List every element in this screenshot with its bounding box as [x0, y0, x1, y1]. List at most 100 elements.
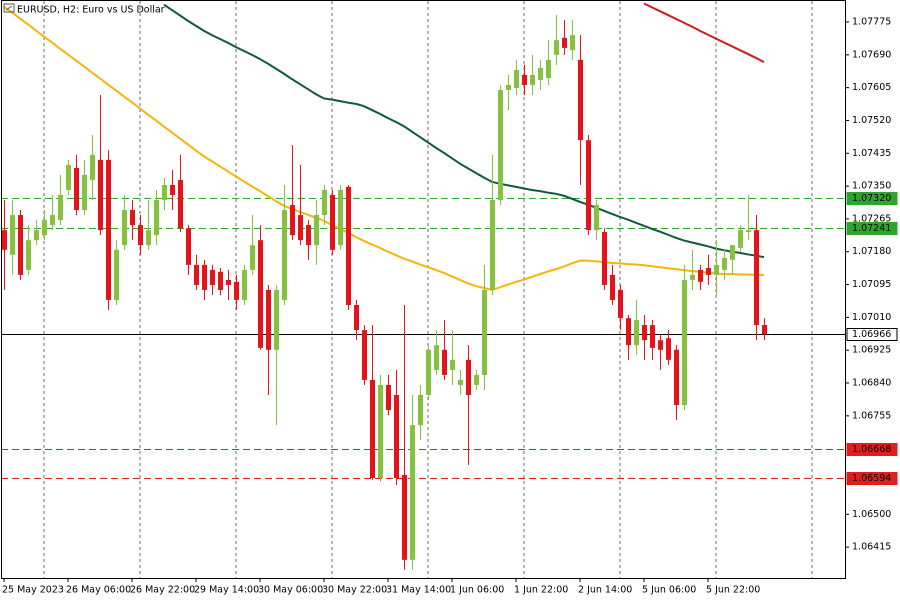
- ma-layer: [3, 2, 765, 292]
- candle-body: [546, 59, 551, 78]
- candle-body: [650, 325, 655, 348]
- candle-body: [2, 230, 7, 250]
- candle-body: [314, 215, 319, 246]
- candle-body: [106, 159, 111, 301]
- candle-body: [130, 210, 135, 226]
- candle-body: [258, 240, 263, 348]
- level-layer: [1, 198, 845, 479]
- candle-body: [682, 279, 687, 406]
- y-tick-label: 1.07690: [852, 49, 891, 60]
- candle-body: [714, 264, 719, 275]
- candle-body: [186, 228, 191, 265]
- candle-body: [242, 269, 247, 301]
- level-tag: [846, 443, 898, 456]
- candle-body: [290, 205, 295, 236]
- candle-body: [10, 215, 15, 255]
- candle-body: [386, 384, 391, 411]
- candle-body: [658, 340, 663, 350]
- y-tick-label: 1.07350: [852, 181, 891, 192]
- candle-body: [554, 40, 559, 55]
- y-tick-label: 1.06925: [852, 345, 891, 356]
- candle-body: [562, 37, 567, 48]
- candle-body: [610, 274, 615, 301]
- candle-body: [618, 289, 623, 319]
- level-tag: [846, 192, 898, 205]
- candle-body: [426, 349, 431, 395]
- x-tick-label: 5 Jun 06:00: [642, 585, 696, 596]
- candle-body: [50, 215, 55, 226]
- candle-body: [210, 269, 215, 285]
- x-tick-label: 1 Jun 06:00: [450, 585, 504, 596]
- candle-body: [298, 215, 303, 241]
- candle-body: [506, 84, 511, 90]
- y-tick-label: 1.07095: [852, 279, 891, 290]
- candle-body: [250, 245, 255, 270]
- candle-body: [74, 167, 79, 211]
- candle-body: [418, 394, 423, 426]
- candle-body: [690, 274, 695, 280]
- x-tick-label: 5 Jun 22:00: [706, 585, 760, 596]
- y-tick-label: 1.07520: [852, 115, 891, 126]
- candle-body: [354, 305, 359, 331]
- candle-body: [738, 230, 743, 248]
- candle-body: [602, 232, 607, 285]
- candle-body: [698, 269, 703, 282]
- candle-body: [626, 318, 631, 346]
- candle-body: [410, 425, 415, 560]
- y-tick-label: 1.06755: [852, 410, 891, 421]
- level-tag-label: 1.06966: [852, 329, 891, 340]
- x-tick-label: 26 May 22:00: [130, 585, 195, 596]
- candle-body: [434, 345, 439, 370]
- plot-frame: [1, 0, 846, 579]
- candle-body: [522, 74, 527, 85]
- candle-body: [394, 394, 399, 478]
- candle-body: [474, 374, 479, 385]
- x-tick-label: 30 May 22:00: [322, 585, 387, 596]
- x-tick-label: 30 May 06:00: [258, 585, 323, 596]
- candle-body: [674, 349, 679, 406]
- x-tick-label: 2 Jun 14:00: [578, 585, 632, 596]
- axis-layer: 1.07775 1.07690 1.07605 1.07520 1.07435 1.073…: [2, 17, 898, 596]
- y-tick-label: 1.06840: [852, 378, 891, 389]
- candle-body: [266, 289, 271, 350]
- candle-body: [402, 474, 407, 560]
- y-tick-label: 1.06500: [852, 509, 891, 520]
- candle-body: [442, 349, 447, 375]
- level-tag-label: 1.06668: [852, 444, 891, 455]
- candle-body: [146, 230, 151, 246]
- candle-body: [514, 69, 519, 89]
- candle-body: [746, 230, 751, 233]
- candle-body: [18, 215, 23, 275]
- candle-body: [538, 67, 543, 80]
- chart-title: EURUSD, H2: Euro vs US Dollar: [17, 5, 165, 16]
- candle-body: [234, 281, 239, 301]
- level-tag-label: 1.06594: [852, 473, 891, 484]
- candle-body: [218, 271, 223, 290]
- x-tick-label: 26 May 06:00: [66, 585, 131, 596]
- candle-body: [762, 325, 767, 335]
- x-tick-label: 29 May 14:00: [194, 585, 259, 596]
- title-icon: [3, 3, 15, 13]
- candle-body: [226, 279, 231, 285]
- candle-body: [114, 249, 119, 301]
- candle-body: [66, 164, 71, 190]
- candle-body: [722, 257, 727, 270]
- y-tick-label: 1.07435: [852, 148, 891, 159]
- x-tick-label: 1 Jun 22:00: [514, 585, 568, 596]
- candle-layer: [2, 15, 767, 570]
- y-tick-label: 1.06415: [852, 542, 891, 553]
- candle-body: [362, 330, 367, 380]
- level-tag: [846, 222, 898, 235]
- candle-body: [378, 384, 383, 478]
- candle-body: [530, 74, 535, 85]
- candle-body: [82, 174, 87, 211]
- candle-body: [194, 264, 199, 285]
- candle-body: [282, 210, 287, 301]
- candle-body: [466, 359, 471, 395]
- candle-body: [370, 379, 375, 478]
- ma-line: [163, 3, 765, 259]
- candle-body: [122, 210, 127, 246]
- candle-body: [594, 205, 599, 231]
